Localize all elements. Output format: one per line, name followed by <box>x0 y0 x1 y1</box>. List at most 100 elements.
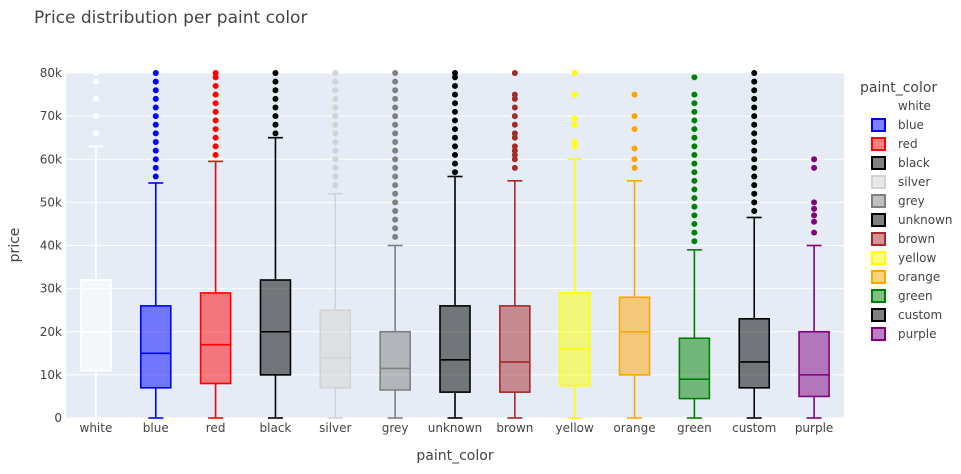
box-custom[interactable] <box>738 70 771 419</box>
outlier-point <box>332 87 339 94</box>
legend-label: red <box>898 137 918 151</box>
legend-swatch <box>871 99 886 113</box>
outlier-point <box>511 121 518 128</box>
outlier-point <box>511 130 518 137</box>
outlier-point <box>751 78 758 85</box>
iqr-box[interactable] <box>738 318 771 389</box>
x-tick-label: grey <box>382 421 409 435</box>
outlier-point <box>332 78 339 85</box>
outlier-point <box>452 70 458 76</box>
legend-title: paint_color <box>860 80 937 96</box>
x-tick-label: white <box>80 421 113 435</box>
outlier-point <box>571 115 578 122</box>
outlier-point <box>392 173 399 180</box>
outlier-point <box>751 182 758 189</box>
outlier-point <box>392 121 399 128</box>
box-purple[interactable] <box>798 156 830 419</box>
outlier-point <box>332 95 339 102</box>
legend-swatch <box>871 137 886 151</box>
iqr-box[interactable] <box>678 337 711 400</box>
box-blue[interactable] <box>139 70 172 419</box>
y-tick-label: 10k <box>40 368 62 382</box>
outlier-point <box>152 87 159 94</box>
box-green[interactable] <box>678 74 711 419</box>
y-tick-label: 50k <box>40 195 62 209</box>
iqr-box[interactable] <box>319 309 352 389</box>
outlier-point <box>511 143 518 150</box>
box-orange[interactable] <box>618 91 651 419</box>
legend-item-custom[interactable]: custom <box>871 308 942 322</box>
x-tick-label: purple <box>795 421 834 435</box>
legend-item-unknown[interactable]: unknown <box>871 213 953 227</box>
iqr-box[interactable] <box>618 296 651 376</box>
legend-item-silver[interactable]: silver <box>871 175 930 189</box>
outlier-point <box>212 108 219 115</box>
outlier-point <box>452 134 458 141</box>
outlier-point <box>751 121 758 128</box>
outlier-point <box>92 113 99 120</box>
outlier-point <box>452 108 458 115</box>
box-silver[interactable] <box>319 70 352 419</box>
legend-item-yellow[interactable]: yellow <box>871 251 936 265</box>
outlier-point <box>332 113 339 120</box>
iqr-box[interactable] <box>798 330 830 398</box>
box-black[interactable] <box>259 70 292 419</box>
legend-item-orange[interactable]: orange <box>871 270 940 284</box>
box-white[interactable] <box>79 70 112 419</box>
legend-item-brown[interactable]: brown <box>871 232 935 246</box>
box-red[interactable] <box>199 70 232 419</box>
outlier-point <box>691 186 698 193</box>
legend-label: blue <box>898 118 924 132</box>
outlier-point <box>571 121 578 128</box>
outlier-point <box>751 199 758 206</box>
iqr-box[interactable] <box>379 330 411 391</box>
box-brown[interactable] <box>499 70 531 419</box>
legend-item-blue[interactable]: blue <box>871 118 924 132</box>
y-tick-labels: 0 10k 20k 30k 40k 50k 60k 70k 80k <box>40 66 62 425</box>
y-tick-label: 80k <box>40 66 62 80</box>
outlier-point <box>392 216 399 223</box>
legend-item-black[interactable]: black <box>871 156 930 170</box>
x-tick-label: unknown <box>428 421 483 435</box>
outlier-point <box>691 203 698 210</box>
outlier-point <box>811 205 818 212</box>
outlier-point <box>152 156 159 163</box>
legend-swatch <box>871 232 886 246</box>
iqr-box[interactable] <box>259 279 292 376</box>
outlier-point <box>152 104 159 111</box>
outlier-point <box>212 74 219 81</box>
x-tick-label: silver <box>319 421 351 435</box>
iqr-box[interactable] <box>79 279 112 372</box>
outlier-point <box>751 130 758 137</box>
outlier-point <box>272 95 279 102</box>
outlier-point <box>212 143 219 150</box>
iqr-box[interactable] <box>139 305 172 389</box>
y-tick-label: 20k <box>40 325 62 339</box>
legend-swatch <box>871 194 886 208</box>
legend-item-red[interactable]: red <box>871 137 918 151</box>
legend-label: white <box>898 99 931 113</box>
outlier-point <box>212 117 219 124</box>
iqr-box[interactable] <box>439 305 471 393</box>
outlier-point <box>691 169 698 176</box>
legend-item-white[interactable]: white <box>871 99 931 113</box>
legend-item-grey[interactable]: grey <box>871 194 925 208</box>
iqr-box[interactable] <box>558 292 591 387</box>
box-unknown[interactable] <box>439 70 471 419</box>
legend-swatch <box>871 289 886 303</box>
outlier-point <box>691 74 698 81</box>
iqr-box[interactable] <box>199 292 232 385</box>
legend-swatch <box>871 213 886 227</box>
legend-item-purple[interactable]: purple <box>871 327 937 341</box>
box-grey[interactable] <box>379 70 411 419</box>
outlier-point <box>452 82 458 89</box>
legend-item-green[interactable]: green <box>871 289 933 303</box>
outlier-point <box>691 100 698 107</box>
y-tick-label: 0 <box>54 411 62 425</box>
chart-title: Price distribution per paint color <box>34 8 307 28</box>
x-tick-label: yellow <box>556 421 594 435</box>
iqr-box[interactable] <box>499 305 531 393</box>
box-yellow[interactable] <box>558 70 591 419</box>
outlier-point <box>751 139 758 145</box>
outlier-point <box>511 134 518 141</box>
